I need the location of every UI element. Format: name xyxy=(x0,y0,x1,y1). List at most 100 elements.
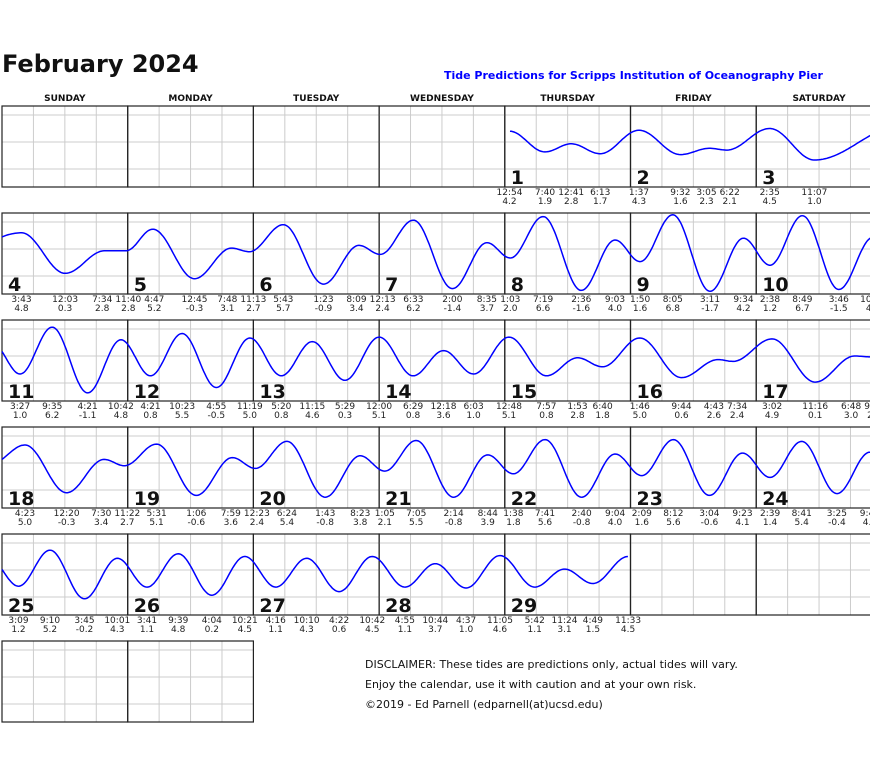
tide-time-label: 1:37 xyxy=(629,188,649,198)
tide-time-label: 10:42 xyxy=(108,402,134,412)
weekday-header: MONDAY xyxy=(168,94,213,104)
day-number: 6 xyxy=(259,274,272,296)
tide-time-label: 4:23 xyxy=(15,509,35,519)
tide-height-label: 1.6 xyxy=(635,518,650,528)
tide-height-label: 4.0 xyxy=(608,518,623,528)
tide-time-label: 1:38 xyxy=(503,509,523,519)
weekday-header: SUNDAY xyxy=(44,94,86,104)
tide-height-label: 2.1 xyxy=(723,197,737,207)
tide-time-label: 4:55 xyxy=(395,616,415,626)
tide-time-label: 3:43 xyxy=(11,295,31,305)
tide-height-label: 0.8 xyxy=(143,411,158,421)
tide-time-label: 12:13 xyxy=(370,295,396,305)
tide-time-label: 11:33 xyxy=(615,616,641,626)
tide-time-label: 6:24 xyxy=(277,509,297,519)
tide-time-label: 7:48 xyxy=(217,295,237,305)
tide-time-label: 9:23 xyxy=(732,509,752,519)
day-number: 21 xyxy=(385,488,411,510)
tide-height-label: 2.1 xyxy=(378,518,392,528)
subtitle: Tide Predictions for Scripps Institution… xyxy=(443,69,823,82)
tide-height-label: 4.1 xyxy=(735,518,749,528)
tide-height-label: 1.8 xyxy=(595,411,610,421)
tide-time-label: 1:06 xyxy=(186,509,206,519)
tide-time-label: 9:03 xyxy=(605,295,625,305)
day-number: 5 xyxy=(134,274,147,296)
day-number: 12 xyxy=(134,381,160,403)
day-number: 15 xyxy=(511,381,537,403)
day-cell xyxy=(127,640,254,723)
tide-height-label: 2.0 xyxy=(503,304,518,314)
tide-height-label: 1.4 xyxy=(763,518,778,528)
tide-height-label: 5.1 xyxy=(502,411,516,421)
tide-height-label: -1.4 xyxy=(444,304,462,314)
tide-height-label: -0.6 xyxy=(188,518,206,528)
tide-time-label: 7:05 xyxy=(406,509,426,519)
tide-height-label: 4.3 xyxy=(866,304,870,314)
tide-time-label: 11:07 xyxy=(801,188,827,198)
tide-height-label: 2.8 xyxy=(570,411,585,421)
weekday-header: WEDNESDAY xyxy=(410,94,474,104)
day-number: 19 xyxy=(134,488,160,510)
tide-height-label: 1.0 xyxy=(807,197,822,207)
tide-time-label: 3:05 xyxy=(696,188,716,198)
tide-time-label: 8:41 xyxy=(792,509,812,519)
day-number: 18 xyxy=(8,488,34,510)
day-number: 7 xyxy=(385,274,398,296)
tide-height-label: 3.1 xyxy=(220,304,234,314)
tide-height-label: 5.2 xyxy=(147,304,161,314)
day-number: 26 xyxy=(134,595,160,617)
tide-height-label: -0.2 xyxy=(76,625,94,635)
tide-height-label: 5.6 xyxy=(538,518,553,528)
tide-height-label: 4.3 xyxy=(299,625,313,635)
tide-time-label: 7:19 xyxy=(533,295,553,305)
tide-time-label: 9:04 xyxy=(605,509,625,519)
tide-time-label: 4:55 xyxy=(206,402,226,412)
tide-height-label: 4.5 xyxy=(365,625,379,635)
tide-time-label: 9:44 xyxy=(671,402,691,412)
tide-height-label: 5.1 xyxy=(149,518,163,528)
tide-height-label: 2.6 xyxy=(707,411,722,421)
tide-height-label: 3.9 xyxy=(481,518,496,528)
tide-height-label: 6.2 xyxy=(45,411,59,421)
tide-height-label: 1.1 xyxy=(528,625,542,635)
tide-time-label: 1:23 xyxy=(313,295,333,305)
disclaimer-line: ©2019 - Ed Parnell (edparnell(at)ucsd.ed… xyxy=(365,698,603,711)
tide-time-label: 5:42 xyxy=(525,616,545,626)
tide-time-label: 4:37 xyxy=(456,616,476,626)
tide-height-label: 3.6 xyxy=(224,518,239,528)
tide-height-label: 0.6 xyxy=(674,411,689,421)
tide-time-label: 3:46 xyxy=(829,295,849,305)
tide-time-label: 6:03 xyxy=(463,402,483,412)
tide-height-label: 4.5 xyxy=(763,197,777,207)
weekday-header: THURSDAY xyxy=(540,94,595,104)
tide-time-label: 7:34 xyxy=(727,402,747,412)
day-number: 28 xyxy=(385,595,411,617)
tide-height-label: 0.6 xyxy=(332,625,347,635)
tide-height-label: 5.2 xyxy=(43,625,57,635)
tide-time-label: 11:22 xyxy=(114,509,140,519)
tide-time-label: 8:23 xyxy=(350,509,370,519)
tide-height-label: 3.7 xyxy=(428,625,442,635)
day-number: 24 xyxy=(762,488,788,510)
day-cell xyxy=(755,212,870,295)
tide-time-label: 2:09 xyxy=(632,509,652,519)
tide-height-label: 2.7 xyxy=(246,304,260,314)
tide-time-label: 3:09 xyxy=(8,616,28,626)
day-cell xyxy=(755,319,870,402)
tide-height-label: 1.2 xyxy=(763,304,777,314)
tide-time-label: 1:05 xyxy=(375,509,395,519)
tide-height-label: 1.0 xyxy=(466,411,481,421)
tide-height-label: 4.8 xyxy=(171,625,186,635)
tide-height-label: 2.3 xyxy=(699,197,713,207)
tide-height-label: 3.8 xyxy=(353,518,368,528)
tide-time-label: 4:21 xyxy=(140,402,160,412)
tide-height-label: -1.1 xyxy=(79,411,97,421)
tide-height-label: 2.4 xyxy=(375,304,390,314)
tide-time-label: 10:21 xyxy=(232,616,258,626)
tide-time-label: 10:19 xyxy=(860,295,870,305)
tide-time-label: 7:40 xyxy=(535,188,555,198)
tide-time-label: 12:48 xyxy=(496,402,522,412)
tide-time-label: 8:35 xyxy=(477,295,497,305)
tide-height-label: 1.0 xyxy=(459,625,474,635)
